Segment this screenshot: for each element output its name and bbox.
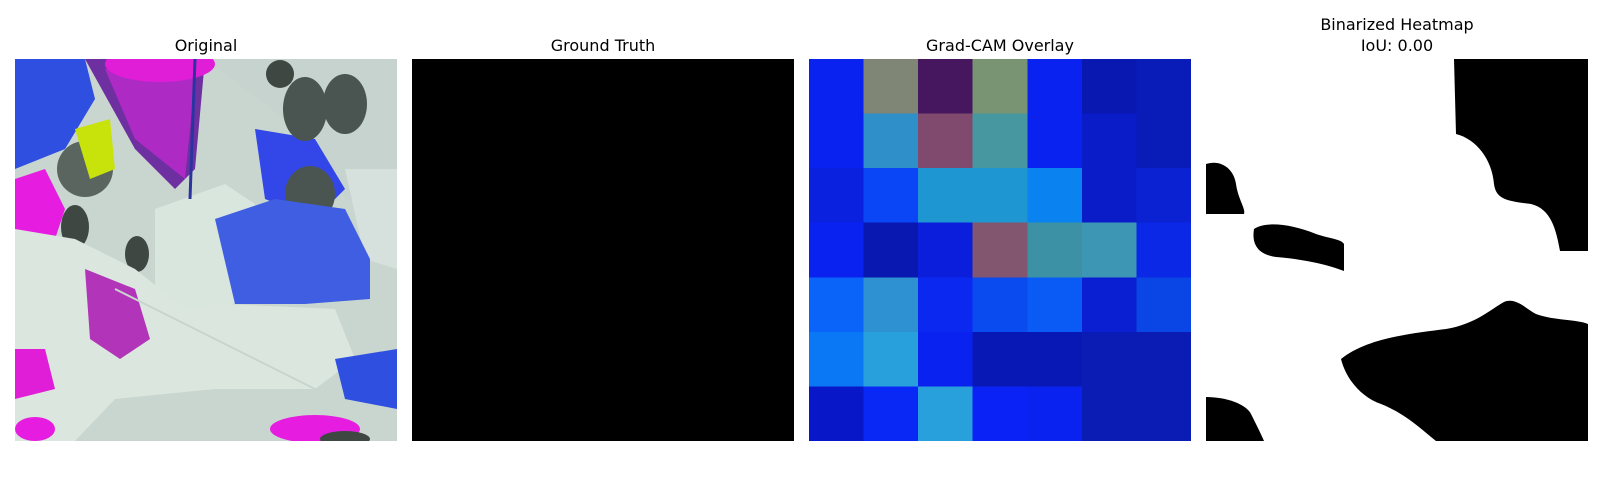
gradcam-cell: [1136, 168, 1191, 224]
original-leaf-image: [15, 59, 397, 441]
panel-ground-truth: Ground Truth: [412, 0, 794, 500]
gradcam-cell: [1027, 59, 1083, 115]
gradcam-cell: [1136, 222, 1191, 278]
gradcam-cell: [1136, 331, 1191, 387]
gradcam-cell: [1081, 331, 1137, 387]
gradcam-cell: [1081, 277, 1137, 333]
gradcam-cell: [1081, 113, 1137, 169]
gradcam-cell: [863, 168, 919, 224]
gradcam-cell: [972, 331, 1028, 387]
gradcam-cell: [918, 113, 974, 169]
gradcam-cell: [1027, 386, 1083, 441]
gradcam-cell: [863, 331, 919, 387]
gradcam-cell: [972, 59, 1028, 115]
gradcam-cell: [863, 59, 919, 115]
gradcam-cell: [1136, 59, 1191, 115]
gradcam-cell: [1027, 277, 1083, 333]
gradcam-cell: [809, 277, 865, 333]
gradcam-cell: [1081, 168, 1137, 224]
gradcam-cell: [809, 222, 865, 278]
gradcam-cell: [1027, 113, 1083, 169]
panel-title-original: Original: [174, 36, 238, 55]
panel-binarized: Binarized Heatmap IoU: 0.00: [1206, 0, 1588, 500]
gradcam-cell: [863, 386, 919, 441]
gradcam-cell: [1081, 59, 1137, 115]
gradcam-cell: [918, 331, 974, 387]
gradcam-cell: [1136, 386, 1191, 441]
gradcam-cell: [918, 59, 974, 115]
gradcam-cell: [918, 168, 974, 224]
gradcam-cell: [1136, 277, 1191, 333]
gradcam-cell: [863, 113, 919, 169]
gradcam-cell: [1136, 113, 1191, 169]
panel-title-binarized: Binarized Heatmap: [1320, 15, 1474, 34]
gradcam-cell: [918, 222, 974, 278]
gradcam-cell: [1027, 222, 1083, 278]
binarized-heatmap-mask: [1206, 59, 1588, 441]
gradcam-cell: [809, 168, 865, 224]
gradcam-cell: [863, 277, 919, 333]
gradcam-cell: [918, 386, 974, 441]
gradcam-cell: [809, 113, 865, 169]
gradcam-cell: [809, 59, 865, 115]
gradcam-cell: [1027, 168, 1083, 224]
gradcam-cell: [972, 386, 1028, 441]
gradcam-cell: [863, 222, 919, 278]
gradcam-cell: [918, 277, 974, 333]
gradcam-cell: [1081, 222, 1137, 278]
gradcam-cell: [972, 168, 1028, 224]
panel-title-gradcam: Grad-CAM Overlay: [926, 36, 1074, 55]
gradcam-cell: [809, 331, 865, 387]
panel-original: Original: [15, 0, 397, 500]
gradcam-cell: [1081, 386, 1137, 441]
gradcam-cell: [972, 277, 1028, 333]
gradcam-cell: [972, 113, 1028, 169]
gradcam-cell: [1027, 331, 1083, 387]
iou-score-label: IoU: 0.00: [1360, 36, 1434, 55]
gradcam-overlay-heatmap: [809, 59, 1191, 441]
gradcam-cell: [972, 222, 1028, 278]
panel-title-ground-truth: Ground Truth: [550, 36, 656, 55]
ground-truth-mask: [412, 59, 794, 441]
gradcam-cell: [809, 386, 865, 441]
panel-gradcam: Grad-CAM Overlay: [809, 0, 1191, 500]
